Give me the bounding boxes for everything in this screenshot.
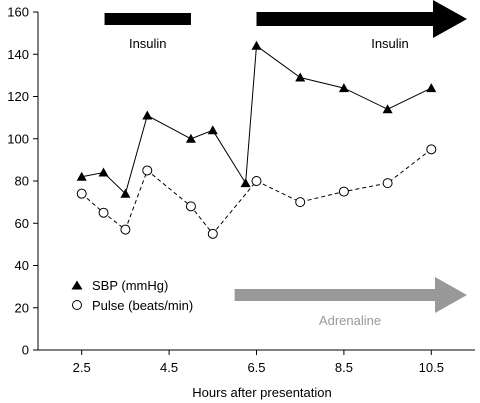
data-point (142, 110, 153, 120)
x-axis-title: Hours after presentation (192, 385, 331, 400)
data-point (207, 125, 218, 135)
x-tick-label: 6.5 (247, 360, 265, 375)
y-tick-label: 60 (15, 216, 29, 231)
bar-shape (104, 13, 191, 25)
data-point (185, 133, 196, 143)
data-point (98, 207, 109, 218)
data-point (338, 186, 349, 197)
data-point (142, 165, 153, 176)
annotation-label: Insulin (129, 36, 167, 51)
data-point (382, 178, 393, 189)
data-point (76, 171, 87, 181)
x-ticks: 2.5 4.5 6.5 8.5 10.5 (73, 350, 444, 375)
treatment-annotations: Insulin Insulin Adrenaline (104, 0, 467, 328)
data-point (251, 40, 262, 50)
annotation-label: Adrenaline (319, 313, 381, 328)
legend: SBP (mmHg) Pulse (beats/min) (71, 278, 193, 313)
legend-item-sbp: SBP (mmHg) (71, 278, 168, 293)
x-tick-label: 10.5 (419, 360, 444, 375)
y-tick-label: 140 (7, 47, 29, 62)
y-tick-label: 120 (7, 89, 29, 104)
annotation-label: Insulin (371, 36, 409, 51)
data-point (185, 201, 196, 212)
y-tick-label: 80 (15, 174, 29, 189)
annotation-arrow-adrenaline: Adrenaline (234, 277, 467, 328)
x-tick-label: 2.5 (73, 360, 91, 375)
y-tick-label: 160 (7, 5, 29, 20)
annotation-bar-insulin: Insulin (104, 13, 191, 51)
legend-label-sbp: SBP (mmHg) (92, 278, 168, 293)
legend-triangle-marker (71, 280, 83, 290)
annotation-arrow-insulin: Insulin (256, 0, 467, 51)
data-point (338, 83, 349, 93)
arrow-shape (234, 277, 467, 313)
data-point (382, 104, 393, 114)
y-tick-label: 0 (22, 343, 29, 358)
data-point (251, 176, 262, 186)
y-tick-label: 100 (7, 131, 29, 146)
y-ticks: 0 20 40 60 80 100 120 140 160 (7, 5, 38, 358)
x-tick-label: 4.5 (160, 360, 178, 375)
data-point (98, 167, 109, 177)
legend-item-pulse: Pulse (beats/min) (72, 298, 193, 313)
data-point (76, 188, 87, 199)
data-point (207, 228, 218, 239)
data-point (295, 197, 306, 208)
y-tick-label: 40 (15, 258, 29, 273)
series-line (81, 44, 432, 195)
arrow-shape (256, 0, 467, 38)
data-point (120, 188, 131, 198)
series-layer (76, 40, 437, 239)
data-point (240, 178, 251, 188)
legend-circle-marker (72, 300, 82, 310)
y-tick-label: 20 (15, 300, 29, 315)
data-point (120, 224, 131, 235)
data-point (426, 144, 437, 155)
legend-label-pulse: Pulse (beats/min) (92, 298, 193, 313)
data-point (295, 72, 306, 82)
series-pulse (76, 144, 437, 239)
data-point (426, 83, 437, 93)
x-tick-label: 8.5 (335, 360, 353, 375)
series-sbp (76, 40, 437, 198)
